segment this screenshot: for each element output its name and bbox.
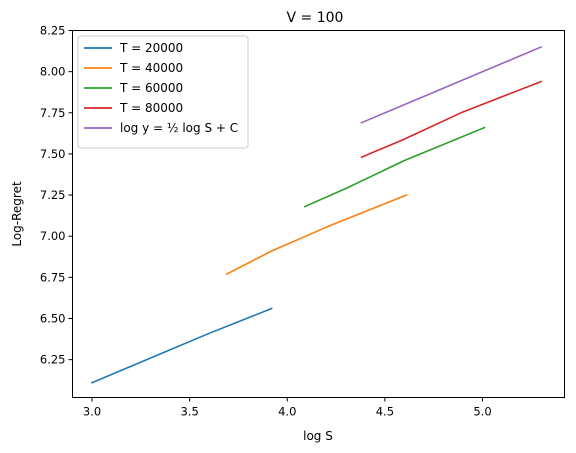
y-axis-ticks: 6.25 6.50 6.75 7.00 7.25 7.50 7.75 8.00 8.25	[40, 24, 73, 367]
legend: T = 20000 T = 40000 T = 60000 T = 80000 log …	[77, 35, 249, 149]
x-tick-label: 4.5	[376, 405, 394, 419]
y-tick-label: 7.75	[40, 106, 66, 120]
series-line-2	[225, 194, 408, 276]
legend-label: T = 80000	[119, 101, 183, 115]
y-tick-label: 8.00	[40, 65, 66, 79]
y-tick-label: 7.50	[40, 147, 66, 161]
legend-label: T = 20000	[119, 41, 183, 55]
y-tick-label: 6.25	[40, 353, 66, 367]
series-lines	[90, 45, 543, 384]
series-line-3	[303, 126, 486, 208]
y-axis-label: Log-Regret	[10, 181, 24, 247]
y-tick-label: 6.50	[40, 312, 66, 326]
y-tick-label: 6.75	[40, 270, 66, 284]
y-tick-label: 7.25	[40, 188, 66, 202]
plot-frame	[72, 30, 565, 398]
series-line-5	[360, 45, 543, 124]
x-tick-label: 4.0	[278, 405, 296, 419]
series-line-4	[360, 80, 543, 159]
legend-label: T = 40000	[119, 61, 183, 75]
legend-label: T = 60000	[119, 81, 183, 95]
x-axis-label: log S	[303, 429, 333, 443]
x-tick-label: 3.0	[83, 405, 101, 419]
x-tick-label: 3.5	[180, 405, 198, 419]
chart-title: V = 100	[287, 10, 344, 26]
x-tick-label: 5.0	[473, 405, 491, 419]
x-axis-ticks: 3.0 3.5 4.0 4.5 5.0	[83, 397, 492, 419]
legend-frame	[77, 35, 249, 149]
series-line-1	[90, 307, 273, 384]
y-tick-label: 7.00	[40, 229, 66, 243]
legend-label: log y = ½ log S + C	[120, 121, 238, 135]
y-tick-label: 8.25	[40, 24, 66, 38]
